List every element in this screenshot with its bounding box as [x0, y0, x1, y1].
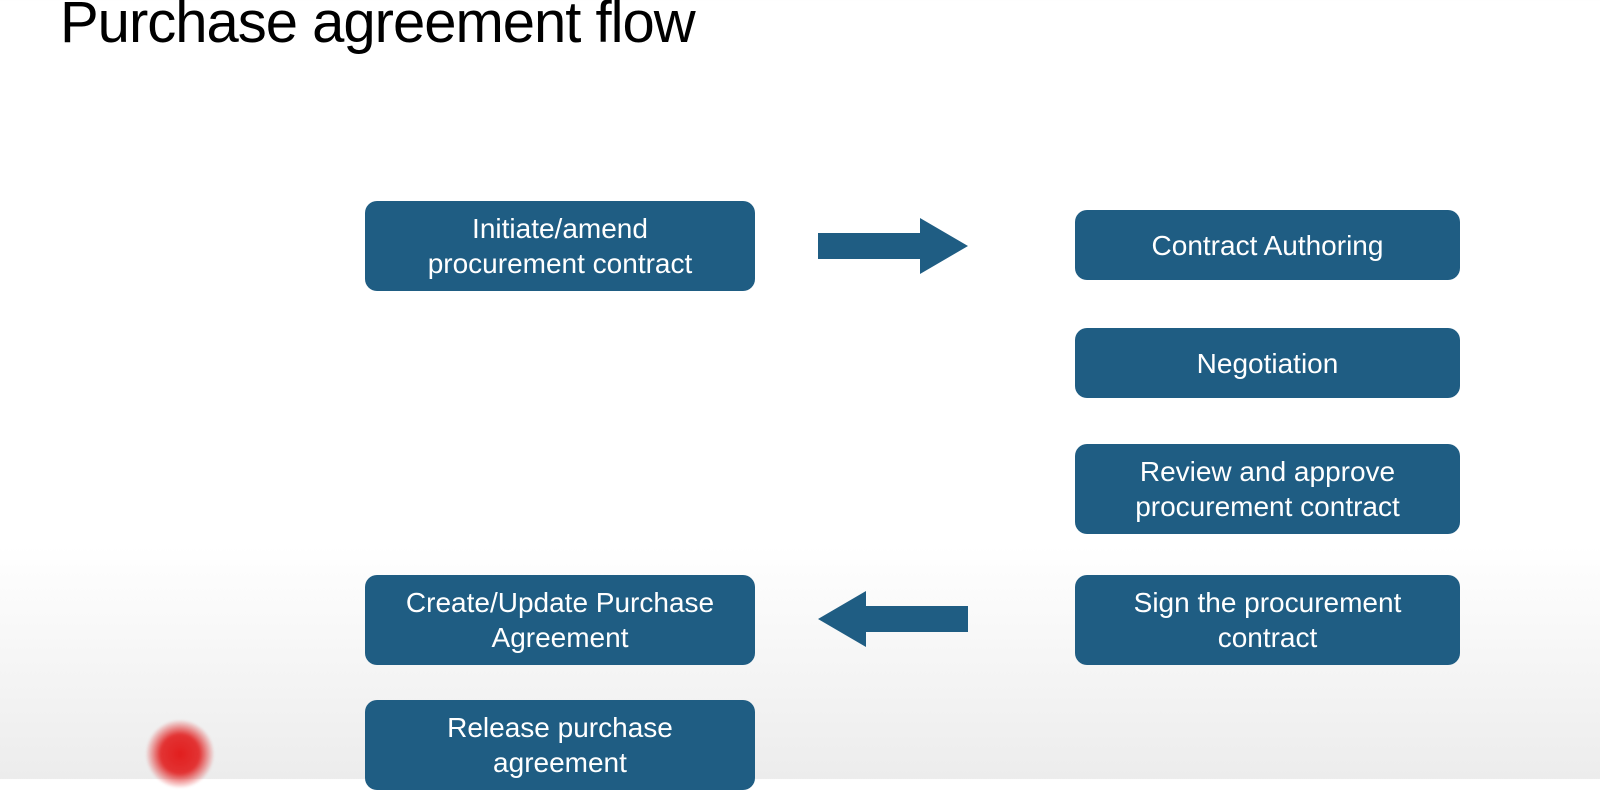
node-label: Release purchaseagreement [447, 710, 673, 780]
page-title: Purchase agreement flow [60, 0, 695, 52]
node-release: Release purchaseagreement [365, 700, 755, 790]
node-sign: Sign the procurementcontract [1075, 575, 1460, 665]
node-negotiation: Negotiation [1075, 328, 1460, 398]
node-label: Sign the procurementcontract [1134, 585, 1402, 655]
node-label: Create/Update PurchaseAgreement [406, 585, 714, 655]
node-contract-authoring: Contract Authoring [1075, 210, 1460, 280]
node-label: Contract Authoring [1152, 228, 1384, 263]
node-label: Review and approveprocurement contract [1135, 454, 1400, 524]
node-label: Initiate/amendprocurement contract [428, 211, 693, 281]
node-review-approve: Review and approveprocurement contract [1075, 444, 1460, 534]
red-glow-decoration [146, 720, 214, 788]
arrow-left-icon [818, 591, 968, 647]
node-label: Negotiation [1197, 346, 1339, 381]
arrow-right-icon [818, 218, 968, 274]
node-initiate: Initiate/amendprocurement contract [365, 201, 755, 291]
node-create-update: Create/Update PurchaseAgreement [365, 575, 755, 665]
